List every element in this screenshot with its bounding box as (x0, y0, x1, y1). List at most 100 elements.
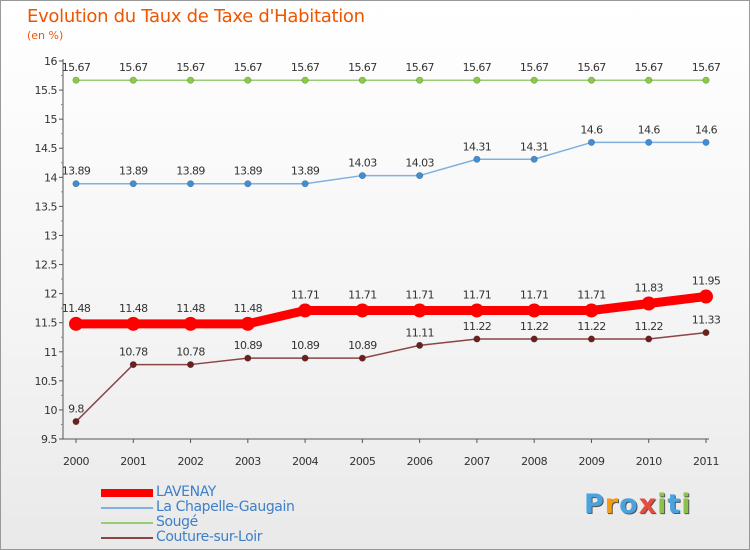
series-line (75, 331, 707, 423)
data-label: 14.6 (580, 123, 603, 136)
data-point (530, 335, 538, 343)
data-point (301, 76, 309, 84)
x-tick-label: 2010 (636, 455, 662, 468)
data-point (702, 329, 710, 337)
data-label: 9.8 (68, 403, 84, 416)
x-tick-label: 2009 (578, 455, 604, 468)
data-point (301, 180, 309, 188)
data-label: 13.89 (234, 165, 263, 178)
data-label: 13.89 (62, 165, 91, 178)
data-label: 11.71 (463, 288, 492, 301)
data-label: 11.48 (62, 302, 91, 315)
data-point (473, 155, 481, 163)
data-point (416, 172, 424, 180)
data-point (187, 76, 195, 84)
x-tick-label: 2004 (292, 455, 318, 468)
y-tick-label: 11 (44, 346, 57, 359)
data-label: 13.89 (119, 165, 148, 178)
logo-letter: r (604, 489, 620, 520)
data-point (187, 361, 195, 369)
data-point (702, 76, 710, 84)
data-label: 11.71 (520, 288, 549, 301)
data-label: 14.03 (348, 157, 377, 170)
data-point (240, 316, 255, 331)
data-point (587, 76, 595, 84)
y-tick-label: 13.5 (35, 200, 58, 213)
data-point (358, 354, 366, 362)
logo-letter: x (638, 489, 658, 520)
y-tick-label: 13 (44, 229, 57, 242)
data-point (72, 76, 80, 84)
data-label: 14.03 (405, 157, 434, 170)
legend-swatch (101, 489, 153, 497)
data-label: 11.22 (577, 320, 606, 333)
data-label: 15.67 (520, 61, 549, 74)
legend-swatch (101, 507, 153, 509)
data-point (69, 316, 83, 331)
data-label: 10.89 (348, 339, 377, 352)
data-label: 15.67 (176, 61, 205, 74)
data-point (358, 172, 366, 180)
data-label: 10.78 (119, 346, 148, 359)
data-point (244, 180, 252, 188)
y-tick-label: 14 (44, 171, 57, 184)
x-tick-label: 2001 (120, 455, 146, 468)
data-label: 14.6 (695, 123, 718, 136)
data-point (358, 76, 366, 84)
data-label: 14.31 (463, 140, 492, 153)
proxiti-logo: Proxiti (584, 489, 692, 520)
data-point (416, 76, 424, 84)
data-label: 10.78 (176, 346, 205, 359)
data-label: 11.48 (119, 302, 148, 315)
data-point (584, 303, 599, 318)
data-label: 15.67 (692, 61, 721, 74)
x-tick-label: 2003 (235, 455, 261, 468)
x-tick-label: 2002 (178, 455, 204, 468)
data-point (72, 180, 80, 188)
x-tick-label: 2008 (521, 455, 547, 468)
data-label: 11.71 (577, 288, 606, 301)
data-label: 15.67 (62, 61, 91, 74)
data-label: 11.48 (234, 302, 263, 315)
data-label: 15.67 (119, 61, 148, 74)
data-point (187, 180, 195, 188)
data-point (645, 335, 653, 343)
data-label: 14.6 (638, 123, 661, 136)
legend-label: Couture-sur-Loir (156, 529, 263, 545)
y-unit-label: (en %) (27, 29, 64, 42)
legend-label: LAVENAY (156, 484, 216, 500)
legend-swatch (101, 537, 153, 539)
data-point (129, 76, 137, 84)
data-point (645, 76, 653, 84)
data-label: 11.33 (692, 314, 721, 327)
y-tick-label: 16 (44, 55, 57, 68)
data-label: 15.67 (577, 61, 606, 74)
legend-swatch (101, 522, 153, 524)
y-tick-label: 14.5 (35, 142, 58, 155)
data-label: 10.89 (234, 339, 263, 352)
data-label: 11.71 (291, 288, 320, 301)
data-label: 11.71 (348, 288, 377, 301)
logo-letter: P (584, 489, 605, 520)
data-point (126, 316, 141, 331)
data-point (473, 335, 481, 343)
data-label: 10.89 (291, 339, 320, 352)
logo-letter: t (667, 489, 682, 520)
logo-letter: i (657, 489, 668, 520)
series-line (71, 292, 711, 329)
data-label: 15.67 (405, 61, 434, 74)
data-label: 11.48 (176, 302, 205, 315)
data-point (412, 303, 427, 318)
data-point (645, 138, 653, 146)
x-tick-label: 2007 (464, 455, 490, 468)
x-tick-label: 2005 (349, 455, 375, 468)
legend-label: Sougé (156, 514, 198, 530)
data-label: 11.11 (405, 326, 434, 339)
data-point (641, 296, 656, 311)
y-tick-label: 15 (44, 113, 57, 126)
data-label: 11.22 (634, 320, 663, 333)
data-label: 11.95 (692, 275, 721, 288)
data-label: 15.67 (634, 61, 663, 74)
